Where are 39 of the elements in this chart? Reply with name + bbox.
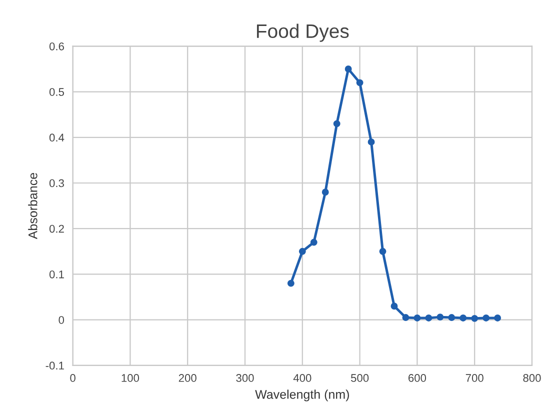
y-tick-label: 0.4 [49,134,64,142]
x-tick-label: 700 [466,374,484,382]
point [310,238,318,246]
y-tick-label: 0.3 [49,179,64,188]
point [368,138,375,146]
point [379,248,386,255]
point [436,314,444,321]
x-tick-label: 500 [350,374,369,382]
point [414,314,421,322]
point [356,79,364,86]
point [390,302,398,310]
point [402,314,410,321]
x-tick-label: 0 [70,374,76,382]
point [471,314,478,322]
point [494,314,502,322]
y-tick-label: 0 [58,316,64,324]
point [482,314,490,322]
x-axis-title: Wavelength (nm) [255,390,349,402]
point [448,314,456,321]
y-axis-title: Absorbance [28,173,38,240]
point [460,314,467,322]
y-tick-label: 0.2 [49,224,64,233]
point [333,120,340,128]
y-tick-label: -0.1 [46,362,64,370]
y-tick-label: 0.5 [49,88,64,96]
point [425,314,432,322]
y-tick-label: 0.6 [49,42,64,50]
point [322,188,329,196]
y-tick-label: 0.1 [49,270,64,278]
x-tick-label: 400 [293,374,312,382]
x-tick-label: 800 [523,374,541,382]
x-tick-label: 300 [236,374,254,382]
point [344,66,352,72]
x-tick-label: 100 [122,374,140,382]
chart-title: Food Dyes [256,24,349,42]
point [287,280,294,287]
x-tick-label: 200 [178,374,196,382]
x-tick-label: 600 [408,374,426,382]
point [298,248,306,255]
